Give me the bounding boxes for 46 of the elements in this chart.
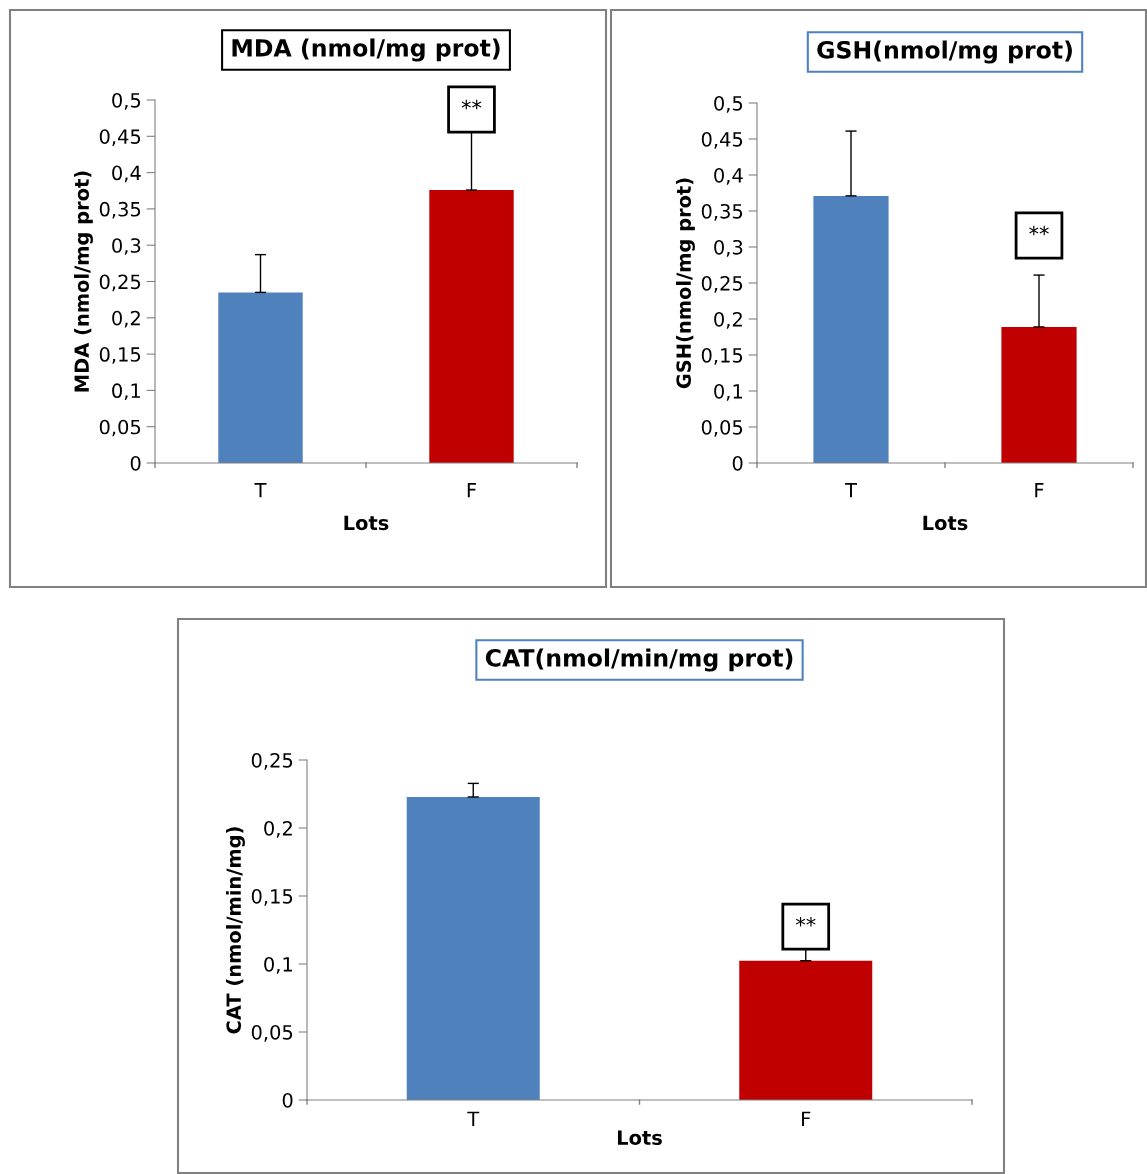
x-tick-label: T [254, 483, 267, 498]
y-tick-label: 0,15 [99, 347, 141, 364]
x-tick-label: T [467, 1111, 480, 1126]
x-axis-title: Lots [617, 1130, 662, 1145]
y-tick-label: 0,05 [251, 1024, 293, 1042]
y-tick-label: 0,3 [714, 239, 743, 257]
y-tick-label: 0,35 [701, 203, 743, 221]
y-axis-title: MDA (nmol/mg prot) [73, 171, 93, 392]
y-tick-label: 0,5 [112, 92, 141, 110]
y-tick-label: 0 [130, 455, 141, 471]
y-tick-label: 0 [282, 1092, 293, 1108]
y-tick-label: 0,2 [264, 820, 292, 838]
y-tick-label: 0,4 [714, 167, 743, 185]
y-tick-label: 0,15 [251, 888, 293, 906]
y-tick-label: 0,1 [264, 956, 293, 974]
y-tick-label: 0,05 [99, 419, 141, 437]
y-tick-label: 0,25 [701, 275, 743, 293]
y-tick-label: 0,05 [701, 419, 743, 437]
y-axis-title: GSH(nmol/mg prot) [675, 178, 695, 389]
y-tick-label: 0,3 [112, 238, 141, 255]
y-tick-label: 0,25 [99, 274, 141, 292]
x-tick-label: F [467, 483, 476, 498]
x-axis-title: Lots [923, 515, 968, 531]
x-axis-title: Lots [344, 515, 389, 531]
x-tick-label: F [1035, 483, 1044, 498]
annotation: ** [461, 99, 482, 110]
chart-title: CAT(nmol/min/mg prot) [485, 648, 793, 672]
x-tick-label: T [845, 483, 857, 498]
x-tick-label: F [802, 1111, 811, 1126]
y-tick-label: 0,5 [714, 95, 743, 113]
y-tick-label: 0,15 [701, 347, 743, 365]
y-tick-label: 0,1 [714, 383, 743, 401]
y-tick-label: 0,1 [112, 383, 141, 401]
annotation: ** [1029, 225, 1049, 236]
chart-title: MDA (nmol/mg prot) [232, 38, 500, 62]
y-tick-label: 0 [732, 455, 743, 471]
chart-title: GSH(nmol/mg prot) [817, 40, 1072, 64]
y-tick-label: 0,35 [99, 201, 141, 219]
y-tick-label: 0,4 [112, 165, 141, 183]
annotation: ** [795, 916, 816, 927]
y-tick-label: 0,2 [112, 310, 140, 328]
y-tick-label: 0,2 [714, 311, 742, 329]
y-axis-title: CAT (nmol/min/mg) [225, 827, 245, 1034]
y-tick-label: 0,25 [251, 752, 293, 770]
y-tick-label: 0,45 [701, 131, 743, 149]
y-tick-label: 0,45 [99, 129, 141, 146]
